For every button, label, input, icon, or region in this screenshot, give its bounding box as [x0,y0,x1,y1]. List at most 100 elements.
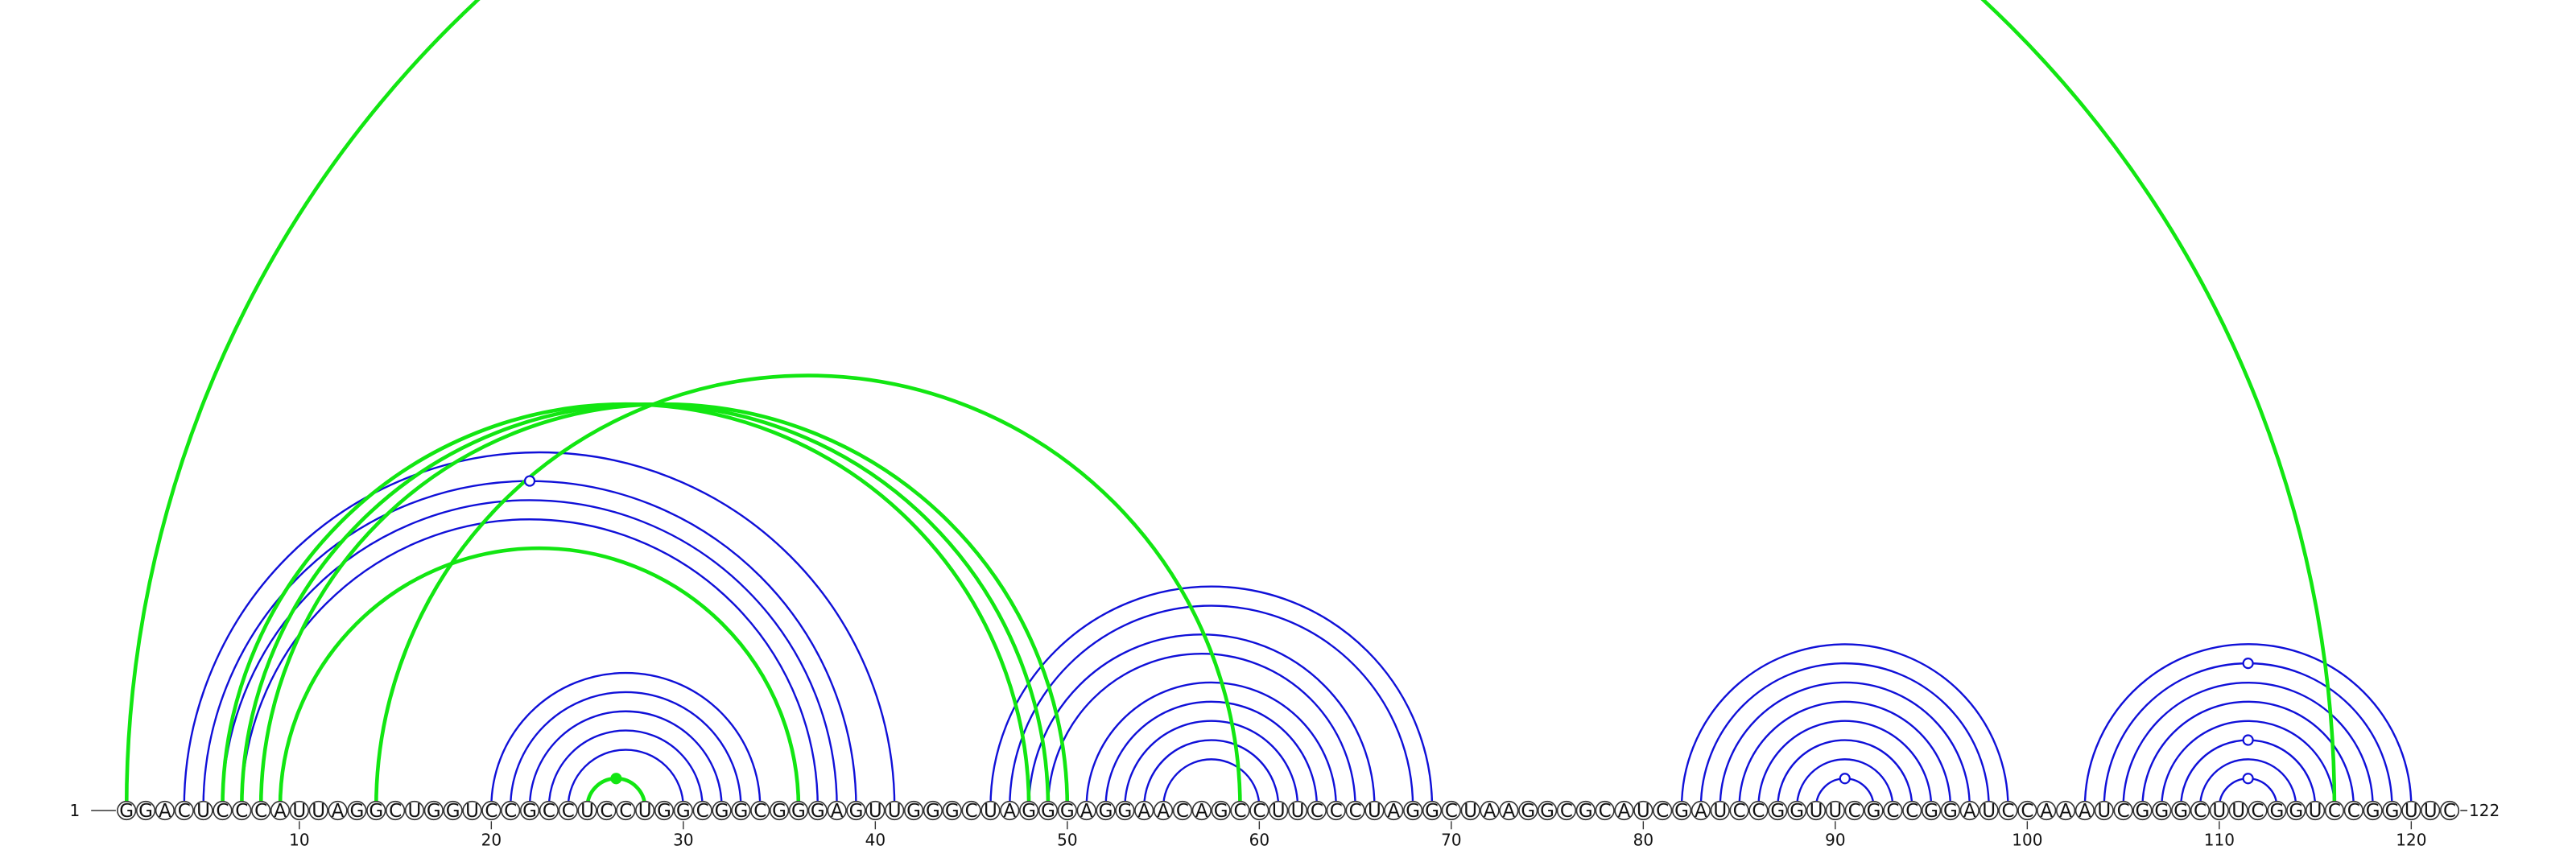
nucleotide: A [328,800,348,822]
nucleotide-circle [481,800,502,821]
nucleotide-circle [2017,800,2037,821]
nucleotide-circle [135,800,156,821]
blue-pair-arc [989,585,1434,808]
nucleotide-circle [1825,800,1845,821]
nucleotide-letter: C [1656,801,1669,822]
nucleotide-letter: U [292,801,306,822]
nucleotide-circle [1729,800,1749,821]
nucleotide-letter: G [2136,801,2150,822]
blue-pair-arc [1162,758,1261,808]
nucleotide-letter: C [1349,801,1362,822]
nucleotide: C [174,800,194,822]
nucleotide: A [1153,800,1174,822]
nucleotide-circle [1959,800,1979,821]
green-pair-arc [126,0,2334,807]
blue-pair-arc [2083,643,2413,808]
nucleotide: U [577,800,597,822]
nucleotide-circle [232,800,252,821]
nucleotide-circle [2421,800,2441,821]
nucleotide-letter: G [2174,801,2188,822]
nucleotide-circle [1922,800,1942,821]
nucleotide: G [1057,800,1077,822]
nucleotide-circle [769,800,790,821]
nucleotide-letter: C [485,801,497,822]
nucleotide-circle [558,800,578,821]
nucleotide-circle [423,800,444,821]
tick-label: 10 [289,830,309,849]
nucleotide-letter: A [159,801,171,822]
nucleotide: A [1384,800,1404,822]
nucleotide-circle [1940,800,1961,821]
nucleotide-letter: A [1963,801,1976,822]
nucleotide-circle [731,800,751,821]
nucleotide-letter: G [715,801,729,822]
nucleotide: C [232,800,252,822]
tick-label: 120 [2396,830,2426,849]
nucleotide-letter: C [562,801,575,822]
nucleotide-letter: C [696,801,709,822]
nucleotide-circle [1710,800,1730,821]
nucleotide-circle [1653,800,1673,821]
blue-pair-arc [2141,700,2355,808]
blue-pair-arc [2122,681,2374,808]
nucleotide-circle [270,800,291,821]
nucleotide-letter: U [2424,801,2438,822]
blue-pair-arc [1795,758,1894,808]
nucleotide-letter: G [1099,801,1113,822]
nucleotide-circle [2094,800,2114,821]
nucleotide: G [423,800,444,822]
nucleotide-letter: G [349,801,364,822]
nucleotide: U [1806,800,1827,822]
nucleotide-letter: G [1770,801,1785,822]
nucleotide: C [2017,800,2037,822]
tick-label: 60 [1249,830,1269,849]
nucleotide: C [213,800,233,822]
nucleotide-letter: U [869,801,882,822]
nucleotide-letter: U [1828,801,1842,822]
nucleotide: G [1768,800,1788,822]
blue-pair-arc [1777,739,1913,808]
nucleotide-letter: U [1982,801,1996,822]
nucleotide: G [769,800,790,822]
pair-marker [2242,734,2254,746]
nucleotide: U [885,800,905,822]
nucleotide-letter: A [2079,801,2091,822]
tick-label: 100 [2012,830,2042,849]
nucleotide-circle [2055,800,2076,821]
nucleotide-circle [1019,800,1039,821]
nucleotide-circle [347,800,367,821]
blue-pair-arc [1009,604,1414,808]
nucleotide-circle [635,800,655,821]
nucleotide-letter: G [1674,801,1689,822]
nucleotide-circle [2363,800,2383,821]
nucleotide-circle [1844,800,1864,821]
nucleotide: C [1307,800,1327,822]
nucleotide-letter: A [332,801,345,822]
nucleotide: C [2343,800,2363,822]
nucleotide-letter: C [178,801,191,822]
nucleotide: G [1403,800,1423,822]
nucleotide-letter: C [600,801,613,822]
nucleotide-circle [1671,800,1692,821]
nucleotide-circle [1460,800,1480,821]
nucleotide: C [1556,800,1577,822]
nucleotide: U [1269,800,1289,822]
nucleotide-letter: C [1253,801,1265,822]
nucleotide-circle [462,800,482,821]
nucleotide: G [1115,800,1135,822]
nucleotide-letter: C [965,801,978,822]
nucleotide: G [2382,800,2402,822]
nucleotide: C [1653,800,1673,822]
nucleotide: G [347,800,367,822]
nucleotide: C [1249,800,1269,822]
nucleotide: G [673,800,693,822]
nucleotide-circle [1307,800,1327,821]
nucleotide-letter: G [1406,801,1420,822]
nucleotide-letter: C [1848,801,1861,822]
nucleotide: G [117,800,137,822]
green-pair-arc [258,402,1070,808]
nucleotide: U [865,800,886,822]
nucleotide-circle [1326,800,1346,821]
nucleotide-letter: C [753,801,766,822]
